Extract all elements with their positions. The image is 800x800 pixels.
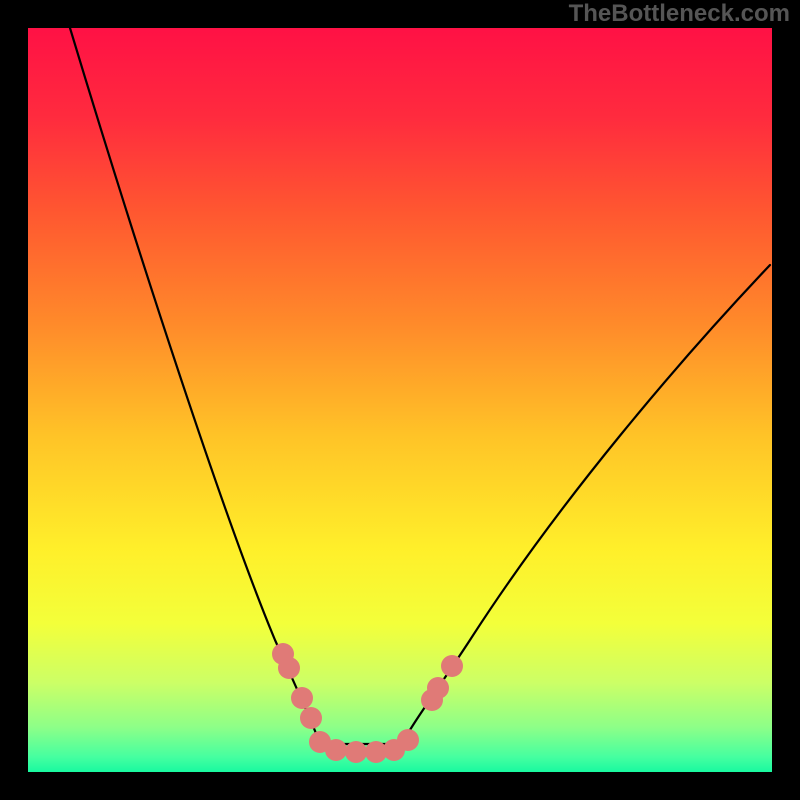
data-point	[345, 741, 367, 763]
chart-frame: TheBottleneck.com	[0, 0, 800, 800]
data-point	[325, 739, 347, 761]
data-point	[291, 687, 313, 709]
bottleneck-curve-chart	[0, 0, 800, 800]
watermark-text: TheBottleneck.com	[569, 0, 790, 28]
data-point	[300, 707, 322, 729]
data-point	[427, 677, 449, 699]
data-point	[397, 729, 419, 751]
gradient-background	[28, 28, 772, 772]
data-point	[278, 657, 300, 679]
data-point	[441, 655, 463, 677]
